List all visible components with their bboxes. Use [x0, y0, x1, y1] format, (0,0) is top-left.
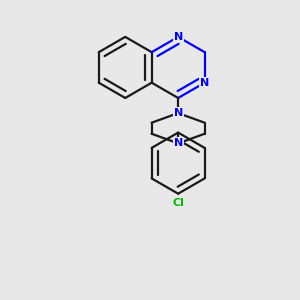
Text: Cl: Cl: [172, 198, 184, 208]
Text: N: N: [200, 78, 209, 88]
Text: N: N: [173, 32, 183, 42]
Text: N: N: [173, 138, 183, 148]
Text: N: N: [173, 108, 183, 118]
